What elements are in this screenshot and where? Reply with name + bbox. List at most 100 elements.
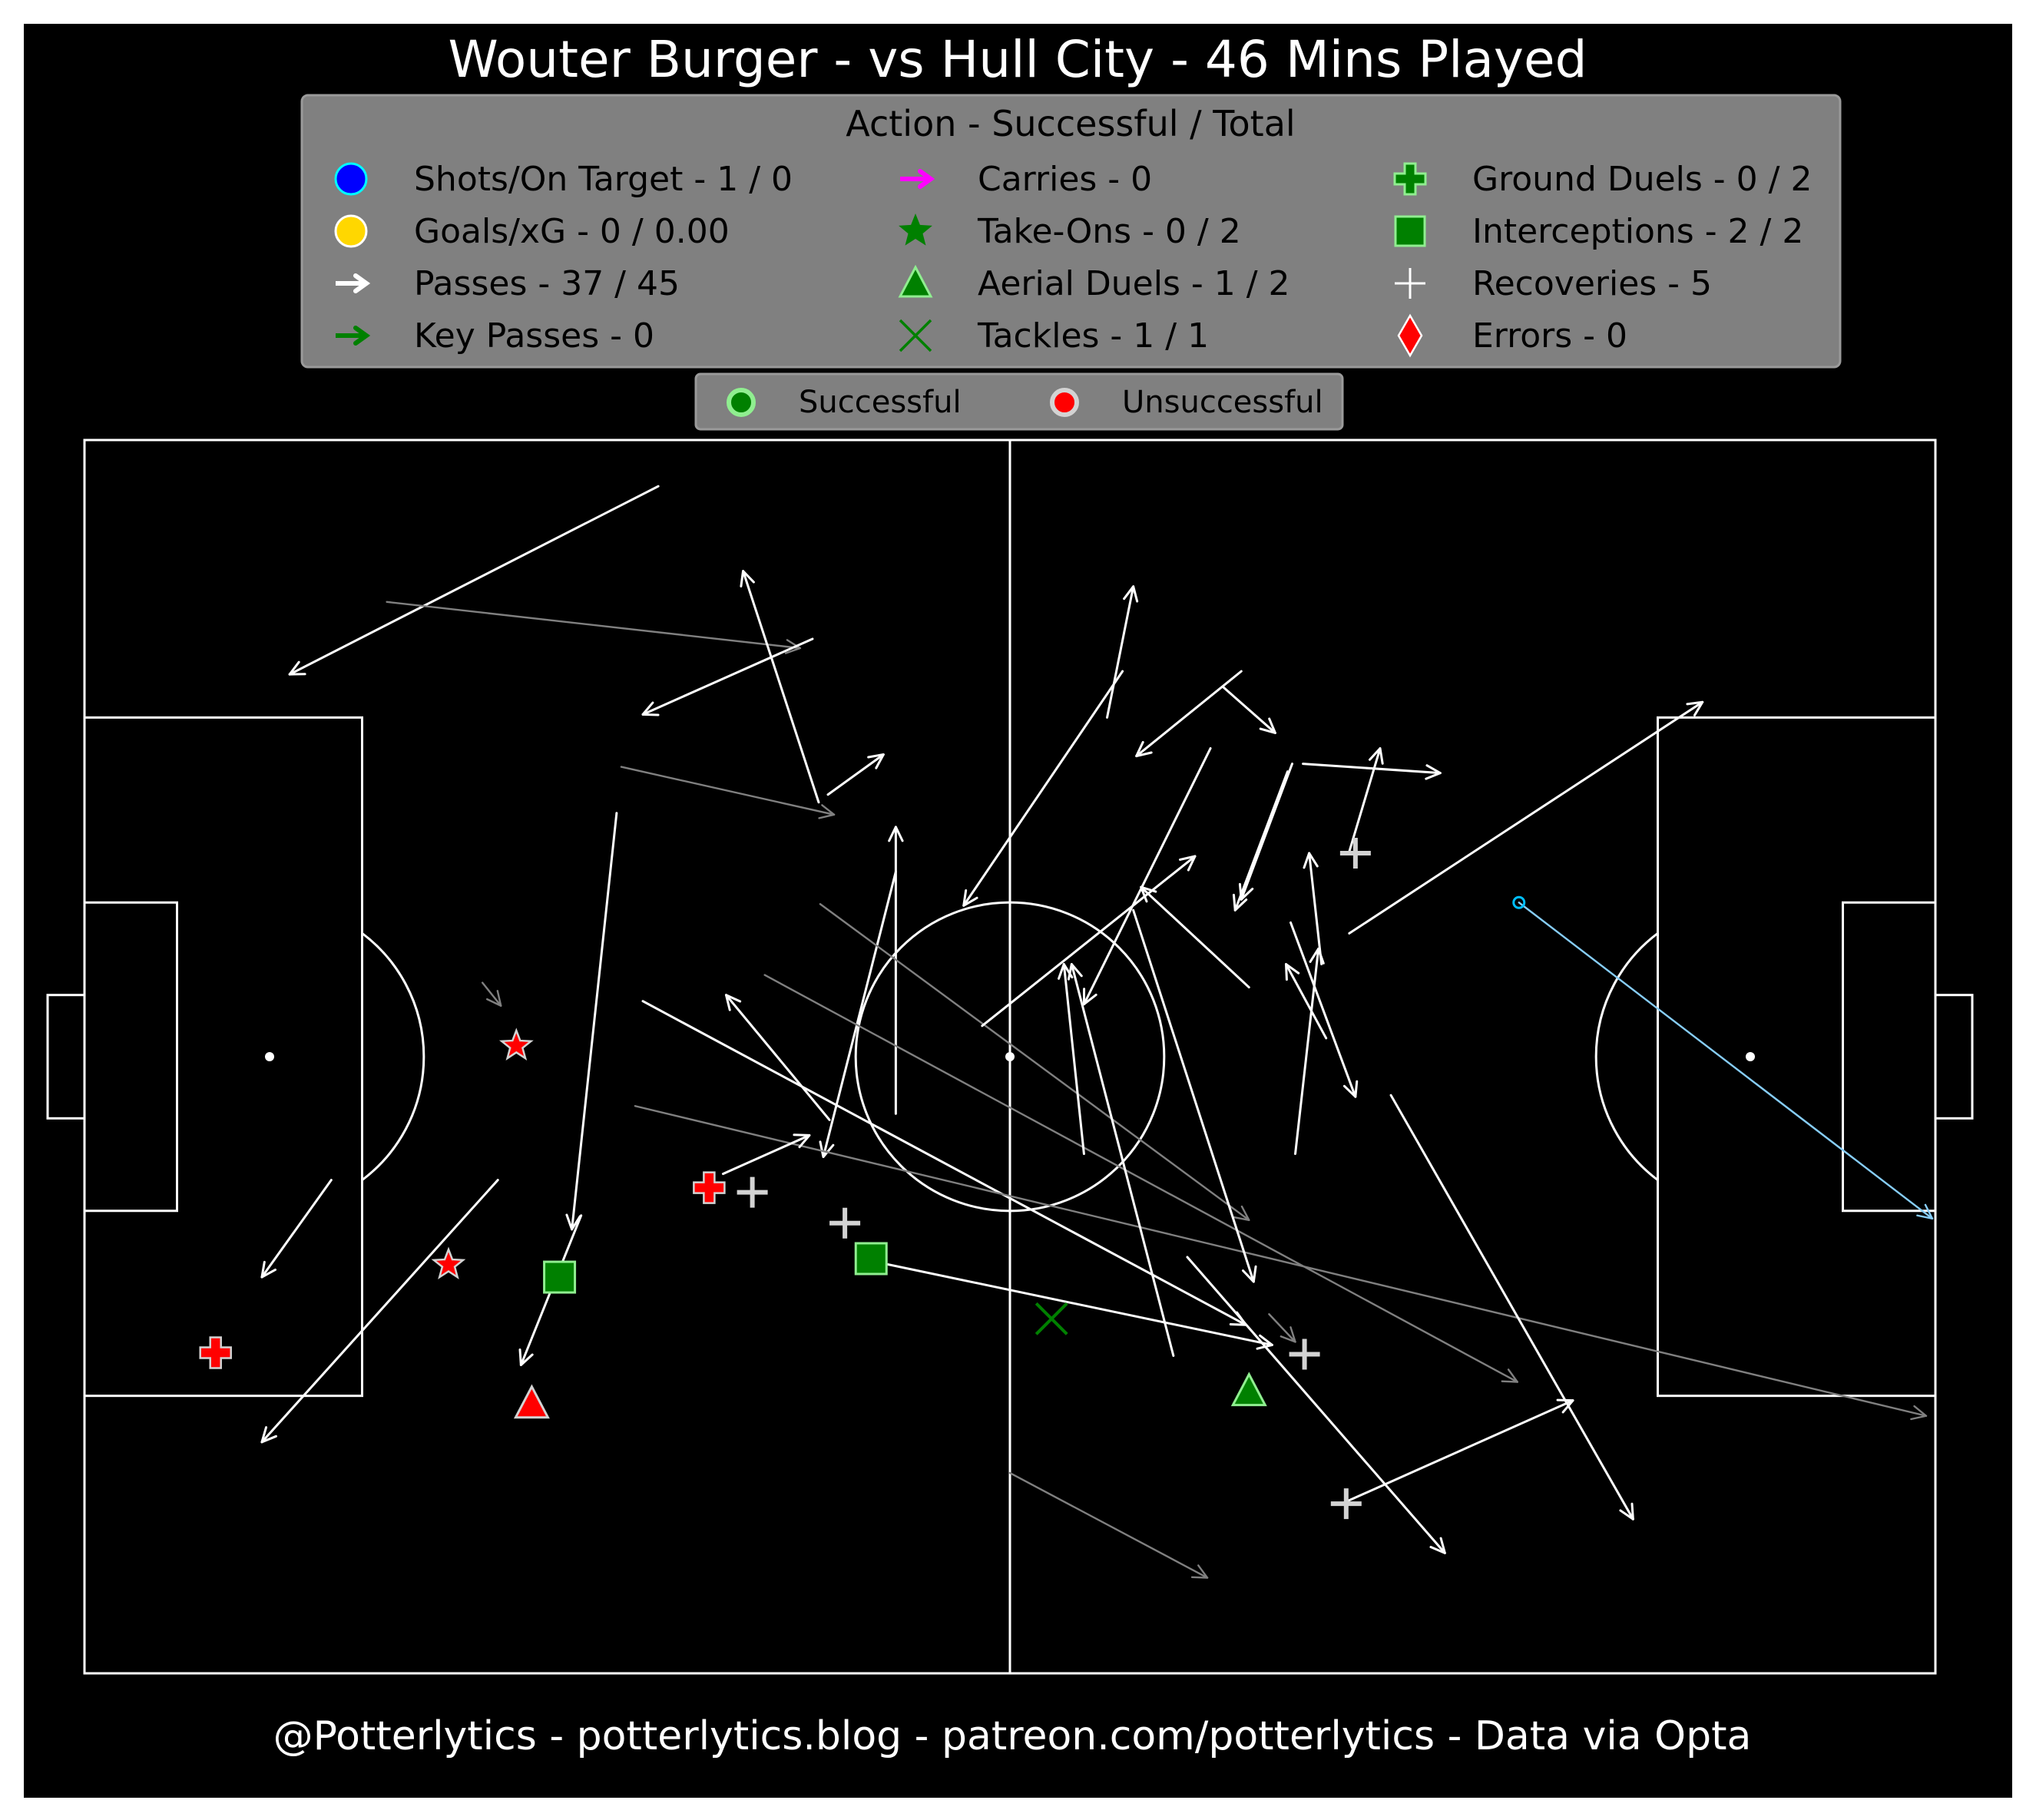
pass-arrow bbox=[819, 903, 1250, 1221]
plot-marks bbox=[199, 485, 1934, 1579]
pass-arrow bbox=[1140, 885, 1250, 989]
centre-circle bbox=[854, 901, 1166, 1213]
outcome-legend-item: Successful bbox=[727, 385, 962, 420]
pass-arrow bbox=[1289, 921, 1359, 1098]
pass-arrow bbox=[1389, 1094, 1634, 1521]
legend-item: Recoveries - 5 bbox=[1395, 264, 1712, 303]
pass-arrow-shaft bbox=[1294, 947, 1320, 1155]
outcome-dot-icon bbox=[1050, 388, 1079, 417]
pass-arrow-shaft bbox=[1340, 1399, 1574, 1505]
triangle-icon bbox=[898, 264, 933, 298]
pass-arrow-shaft bbox=[571, 812, 618, 1231]
pass-arrow-shaft bbox=[260, 1179, 499, 1444]
pass-arrow-head bbox=[1501, 1368, 1518, 1383]
outcome-legend-label: Unsuccessful bbox=[1122, 385, 1323, 420]
pass-arrow-shaft bbox=[1240, 763, 1294, 901]
ground-duel-plus-icon bbox=[199, 1336, 232, 1369]
pass-arrow-head bbox=[288, 660, 306, 676]
tackle-x-icon bbox=[1035, 1302, 1068, 1335]
pass-arrow-shaft bbox=[1221, 685, 1276, 734]
pass-arrow bbox=[1303, 852, 1323, 966]
pass-arrow bbox=[1106, 585, 1139, 719]
pass-arrow bbox=[1135, 670, 1243, 758]
legend-item-label: Errors - 0 bbox=[1472, 316, 1627, 356]
thin-plus-icon bbox=[1395, 268, 1425, 299]
recovery-plus-icon bbox=[1289, 1339, 1320, 1370]
pass-arrow bbox=[819, 870, 897, 1158]
pass-arrow-shaft bbox=[1268, 1313, 1296, 1343]
pass-arrow bbox=[1340, 1398, 1574, 1505]
legend-title: Action - Successful / Total bbox=[846, 103, 1295, 144]
pass-arrow-shaft bbox=[1289, 921, 1357, 1098]
pass-arrow-head bbox=[1686, 700, 1704, 716]
pass-arrow-shaft bbox=[288, 485, 660, 676]
pass-arrow bbox=[1082, 747, 1212, 1006]
pass-arrow-head bbox=[1425, 764, 1442, 780]
arrow-head-icon bbox=[918, 169, 935, 189]
legend-item-label: Goals/xG - 0 / 0.00 bbox=[414, 212, 730, 251]
legend-item: Shots/On Target - 1 / 0 bbox=[334, 160, 793, 199]
pass-arrow bbox=[724, 994, 831, 1121]
pass-arrow-shaft bbox=[634, 1105, 1928, 1417]
pass-arrow bbox=[763, 974, 1518, 1383]
legend-item-label: Tackles - 1 / 1 bbox=[977, 316, 1209, 356]
legend-item: Take-Ons - 0 / 2 bbox=[899, 212, 1241, 251]
legend-item-label: Take-Ons - 0 / 2 bbox=[977, 212, 1241, 251]
right-penalty-spot bbox=[1746, 1052, 1755, 1061]
left-goal bbox=[46, 994, 86, 1120]
pass-arrow-head bbox=[1259, 717, 1276, 734]
pass-arrow bbox=[1067, 963, 1175, 1357]
pass-arrow-shaft bbox=[721, 1133, 811, 1176]
recovery-plus-icon bbox=[737, 1176, 768, 1208]
legend-item-label: Shots/On Target - 1 / 0 bbox=[414, 160, 793, 199]
right-goal bbox=[1934, 994, 1974, 1120]
pass-arrow-shaft bbox=[641, 1000, 1247, 1326]
outcome-legend-label: Successful bbox=[799, 385, 962, 420]
pass-arrow-head bbox=[1140, 885, 1157, 903]
pass-arrow-head bbox=[1123, 585, 1139, 603]
pass-arrow-shaft bbox=[763, 974, 1518, 1383]
pass-arrow-head bbox=[819, 1140, 835, 1158]
pass-arrow-head bbox=[1284, 963, 1300, 981]
pass-arrow-head bbox=[565, 1213, 581, 1231]
pass-arrow-shaft bbox=[742, 570, 820, 804]
pass-arrow-shaft bbox=[1186, 1256, 1446, 1554]
pass-arrow-head bbox=[1190, 1564, 1209, 1579]
pass-arrow-head bbox=[518, 1348, 534, 1366]
legend-item-label: Recoveries - 5 bbox=[1472, 264, 1712, 303]
pass-arrow-shaft bbox=[981, 855, 1197, 1027]
outcome-legend-box bbox=[694, 372, 1344, 431]
legend-item-label: Key Passes - 0 bbox=[414, 316, 654, 356]
pass-arrow bbox=[740, 570, 820, 804]
pass-arrow-shaft bbox=[819, 903, 1250, 1221]
legend-item: Key Passes - 0 bbox=[336, 316, 654, 356]
pass-arrow-shaft bbox=[1062, 963, 1085, 1155]
pass-arrow-head bbox=[641, 701, 660, 716]
pass-arrow-head bbox=[1233, 1205, 1250, 1221]
pass-arrow-head bbox=[1232, 893, 1248, 912]
chart-title: Wouter Burger - vs Hull City - 46 Mins P… bbox=[449, 30, 1587, 89]
legend-item: Carries - 0 bbox=[900, 160, 1152, 199]
pass-arrow-shaft bbox=[1348, 700, 1704, 935]
circle-icon bbox=[334, 214, 368, 248]
pass-arrow-shaft bbox=[1070, 963, 1175, 1357]
diamond-icon bbox=[1397, 313, 1423, 358]
pass-arrow-head bbox=[1910, 1405, 1928, 1421]
x-icon bbox=[899, 319, 932, 352]
pass-arrow bbox=[565, 812, 618, 1231]
pass-arrow-shaft bbox=[260, 1179, 333, 1279]
pass-arrow bbox=[288, 485, 660, 676]
pass-arrow bbox=[1132, 908, 1257, 1283]
pass-arrow-head bbox=[1303, 852, 1319, 869]
pass-arrow-head bbox=[724, 994, 742, 1011]
pass-arrow-head bbox=[1256, 1334, 1273, 1350]
legend-item: Passes - 37 / 45 bbox=[336, 264, 680, 303]
pitch bbox=[46, 438, 1974, 1675]
pass-arrow-shaft bbox=[962, 670, 1124, 907]
interception-square-icon bbox=[854, 1242, 888, 1276]
pass-arrow bbox=[641, 637, 814, 716]
pass-arrow bbox=[1238, 763, 1294, 901]
legend-item: Aerial Duels - 1 / 2 bbox=[898, 264, 1290, 303]
aerial-triangle-icon bbox=[513, 1384, 550, 1419]
pass-arrow bbox=[634, 1105, 1928, 1421]
